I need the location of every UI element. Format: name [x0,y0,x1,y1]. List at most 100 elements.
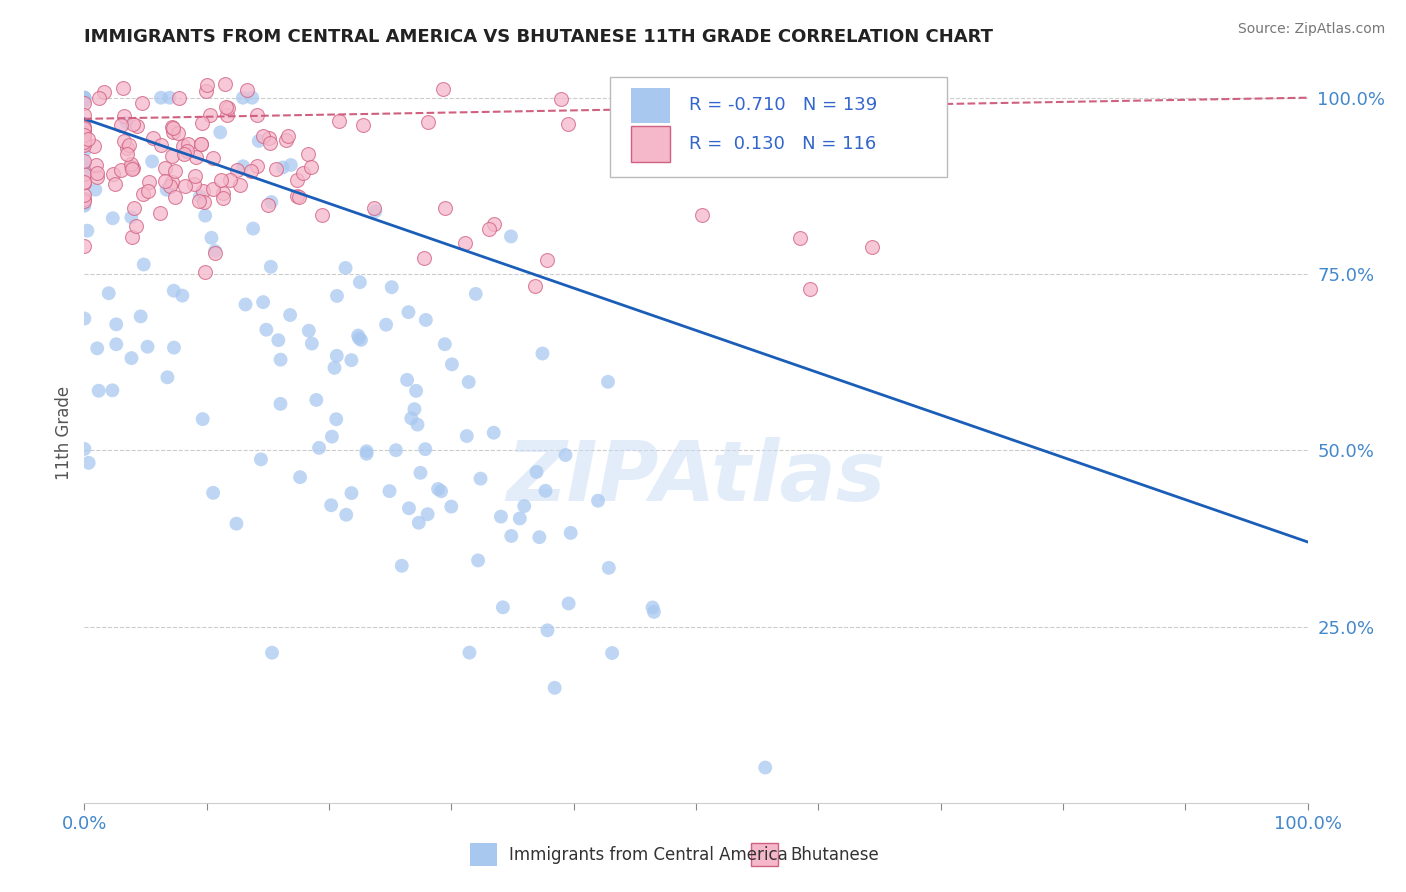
Point [217,101,239,115]
Point [73,95,96,109]
Point [430,484,453,499]
Point [513,499,536,513]
Point [427,482,450,496]
Point [184,149,207,163]
Point [440,357,463,371]
Point [173,146,195,161]
Point [830,100,852,114]
Point [160,149,183,163]
Text: Immigrants from Central America: Immigrants from Central America [509,846,787,863]
Point [398,501,420,516]
Point [501,529,523,543]
Point [86,342,108,356]
Point [440,500,463,514]
Point [188,194,211,208]
Point [467,553,489,567]
Point [232,91,254,105]
Point [209,125,232,139]
Point [101,384,124,398]
Point [492,600,515,615]
Point [191,184,214,198]
Point [285,189,308,203]
Point [860,240,883,254]
Point [77,456,100,470]
Point [257,198,280,212]
Point [215,100,238,114]
Point [73,95,96,110]
Point [245,159,267,173]
Point [190,137,212,152]
Point [375,318,398,332]
Point [340,486,363,500]
Point [73,144,96,158]
Point [347,331,370,345]
Point [120,160,142,174]
Point [153,161,176,175]
Point [229,178,252,192]
Point [73,176,96,190]
Point [280,158,302,172]
Point [347,328,370,343]
Point [115,141,138,155]
Point [396,373,419,387]
Point [254,323,277,337]
Point [356,447,378,461]
Point [218,172,240,186]
Point [311,208,333,222]
Point [120,156,142,170]
Point [607,115,630,129]
Point [364,204,387,219]
Point [110,163,132,178]
Point [73,122,96,136]
Point [73,120,96,135]
Point [398,305,420,319]
Point [225,516,247,531]
Point [131,96,153,111]
Point [132,258,155,272]
Point [191,412,214,426]
Point [73,194,96,209]
Point [194,209,217,223]
Point [202,486,225,500]
Point [270,352,292,367]
Point [269,397,291,411]
Point [470,472,492,486]
Point [464,286,486,301]
Point [112,81,135,95]
Point [141,154,163,169]
Point [252,295,274,310]
Point [240,91,263,105]
Point [404,402,426,417]
Point [201,182,224,196]
Point [643,605,665,619]
Point [299,160,322,174]
Point [356,444,378,458]
Point [271,161,294,175]
Point [405,384,427,398]
Point [87,384,110,398]
Point [105,337,128,351]
Point [526,465,548,479]
Point [89,91,111,105]
Point [73,165,96,179]
Point [162,120,184,134]
Point [117,147,139,161]
Point [194,265,217,279]
Point [73,117,96,131]
Point [73,175,96,189]
Point [73,187,96,202]
Point [73,167,96,181]
Point [413,442,436,457]
Point [478,222,501,236]
Point [499,229,522,244]
Point [482,218,505,232]
Point [73,134,96,148]
Point [193,194,215,209]
Point [73,132,96,146]
Point [432,81,454,95]
Text: Source: ZipAtlas.com: Source: ZipAtlas.com [1237,22,1385,37]
Point [509,511,531,525]
Point [83,138,105,153]
Point [120,211,142,225]
Point [534,483,557,498]
